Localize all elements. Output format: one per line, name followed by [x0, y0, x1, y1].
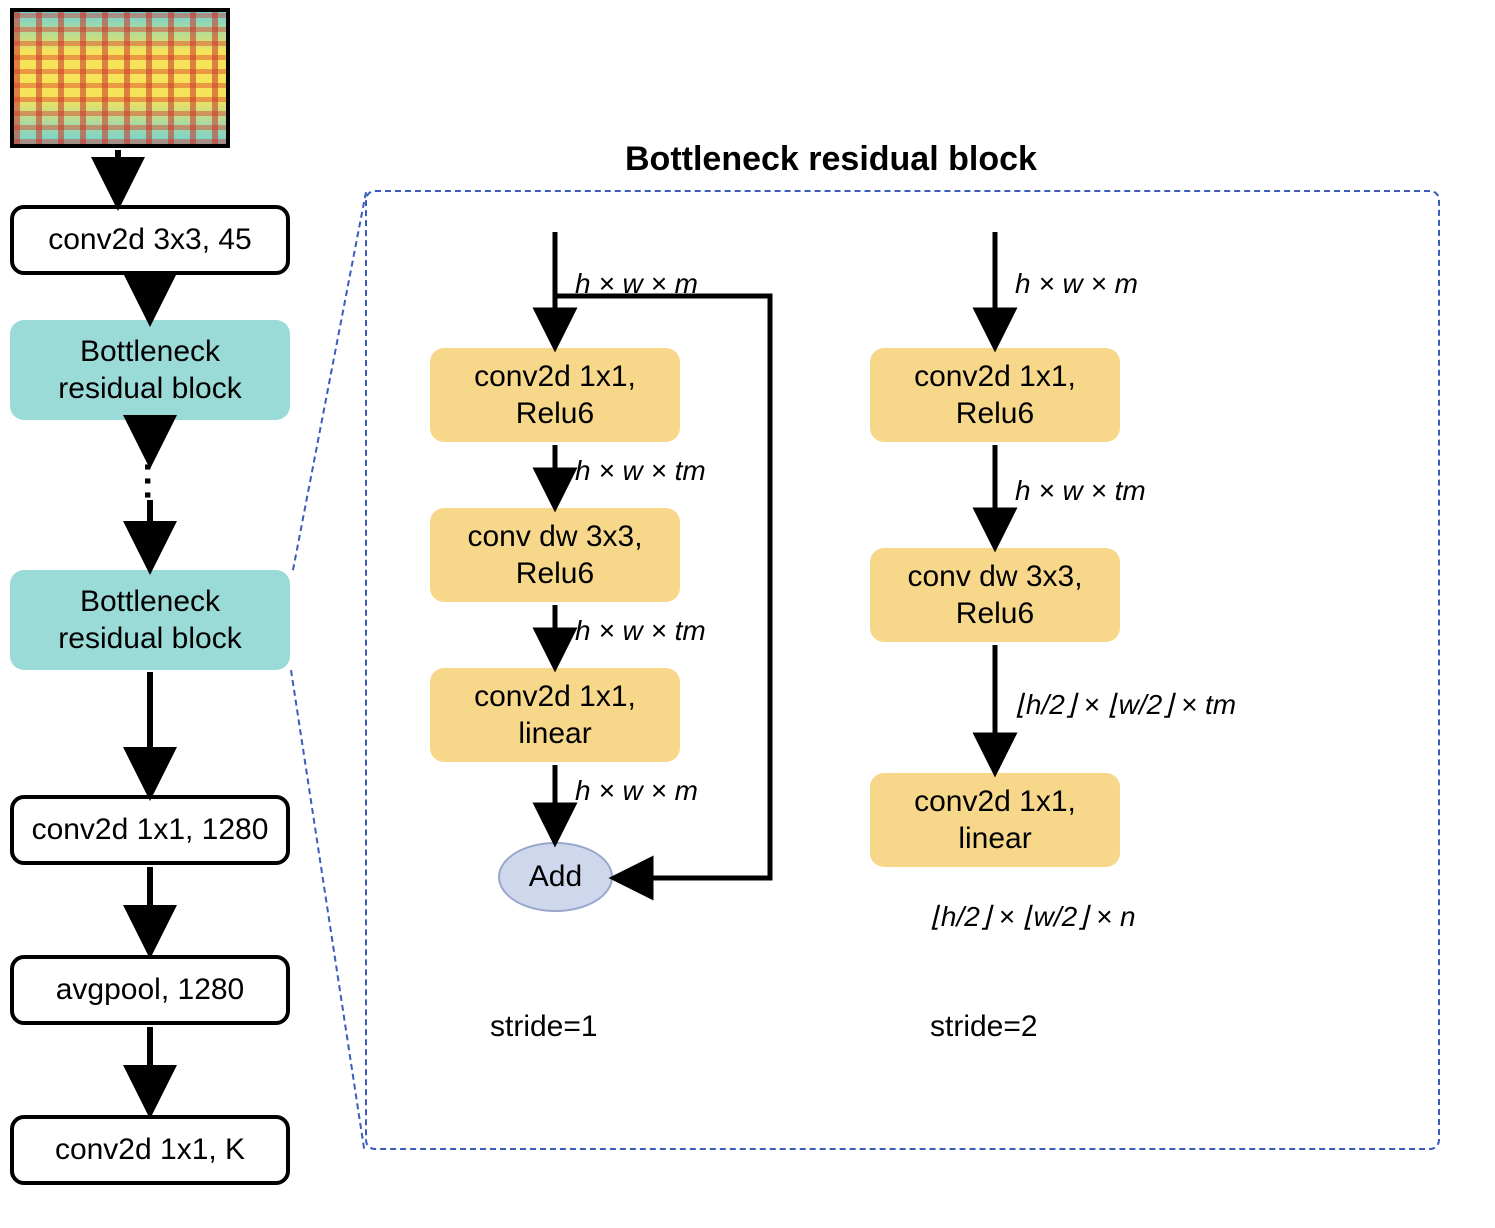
s1-dim2: h × w × tm: [575, 455, 706, 487]
s1-dwconv: conv dw 3x3, Relu6: [430, 508, 680, 602]
s1-conv1: conv2d 1x1, Relu6: [430, 348, 680, 442]
brb2: Bottleneck residual block: [10, 570, 290, 670]
input-spectrogram: [10, 8, 230, 148]
s2-dim-top: h × w × m: [1015, 268, 1138, 300]
s2-dwconv: conv dw 3x3, Relu6: [870, 548, 1120, 642]
conv2: conv2d 1x1, 1280: [10, 795, 290, 865]
callout-line: [292, 192, 367, 570]
s1-dim3: h × w × tm: [575, 615, 706, 647]
s1-conv2: conv2d 1x1, linear: [430, 668, 680, 762]
ellipsis: ...: [136, 462, 178, 504]
callout-line: [290, 670, 365, 1148]
s2-dim3: ⌊h/2⌋ × ⌊w/2⌋ × tm: [1015, 688, 1236, 721]
panel-title: Bottleneck residual block: [625, 140, 1037, 179]
s2-conv1: conv2d 1x1, Relu6: [870, 348, 1120, 442]
s2-dim4: ⌊h/2⌋ × ⌊w/2⌋ × n: [930, 900, 1136, 933]
s2-dim2: h × w × tm: [1015, 475, 1146, 507]
s1-dim4: h × w × m: [575, 775, 698, 807]
s1-dim-top: h × w × m: [575, 268, 698, 300]
brb1: Bottleneck residual block: [10, 320, 290, 420]
conv3: conv2d 1x1, K: [10, 1115, 290, 1185]
stride1-label: stride=1: [490, 1010, 598, 1044]
stride2-label: stride=2: [930, 1010, 1038, 1044]
s2-conv2: conv2d 1x1, linear: [870, 773, 1120, 867]
add-node: Add: [498, 842, 613, 912]
conv1: conv2d 3x3, 45: [10, 205, 290, 275]
avgpool: avgpool, 1280: [10, 955, 290, 1025]
